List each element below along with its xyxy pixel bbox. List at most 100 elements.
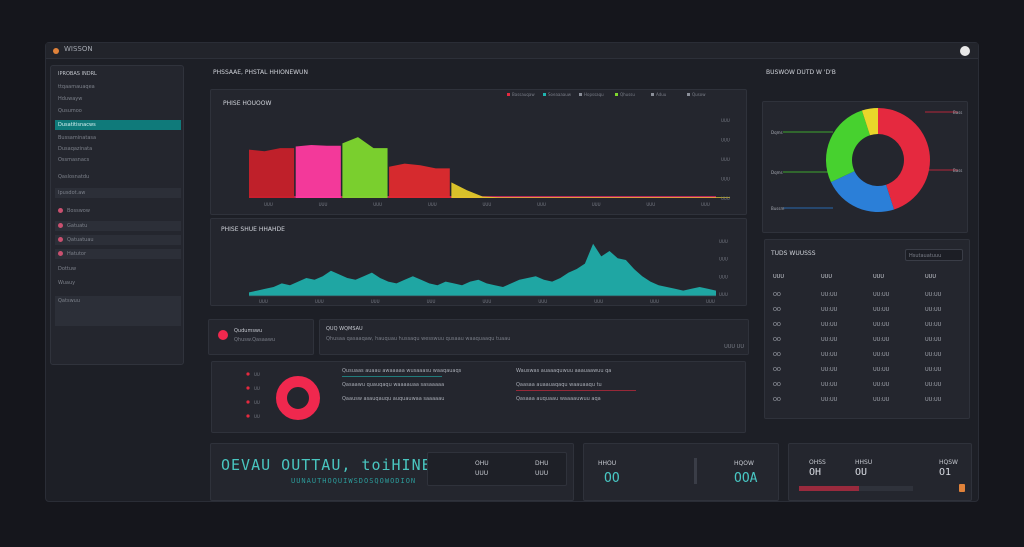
message-right: UUU UU — [724, 344, 744, 350]
table-cell: UU:UU — [821, 292, 838, 298]
table-cell: UU:UU — [925, 322, 942, 328]
table-search-input[interactable] — [905, 249, 963, 261]
legend-row-right: Qasaaa auquaau waaaauwuu aqa — [516, 396, 601, 402]
sidebar-item-label: Gatuatu — [67, 223, 88, 229]
sidebar-item[interactable]: Qusumoo — [58, 108, 82, 114]
x-tick-label: UUU — [428, 202, 437, 207]
footer-mini-label: OHU — [475, 460, 489, 467]
x-tick-label: UUU — [646, 202, 655, 207]
sidebar-item[interactable]: ttqaamauaqea — [58, 84, 95, 90]
table-header[interactable]: UUU — [773, 274, 784, 280]
donut-slice-qhaq — [861, 108, 878, 136]
table-header[interactable]: UUU — [821, 274, 832, 280]
stat-value: OU — [855, 467, 868, 478]
legend-item: Qusow — [687, 92, 706, 97]
top-chart-title: PHISE HOUOOW — [223, 100, 272, 107]
y-tick-label: UUU — [719, 292, 728, 297]
donut-panel-title: BUSWOW DUTD W 'D'B — [766, 69, 836, 76]
sidebar-item[interactable]: Hduwayw — [58, 96, 83, 102]
sidebar-header: IPROBAS INDRL — [58, 71, 97, 77]
top-chart-legend: Bassauqaw Soeaaaauw Hopssaqu Qhussu Aduu Quso… — [507, 92, 747, 100]
table-search-text: Hsutauatuuu — [909, 253, 942, 259]
table-cell: UU:UU — [925, 307, 942, 313]
sidebar-item[interactable]: Ipusdot.aw — [55, 188, 181, 198]
y-tick-label: UUU — [721, 138, 730, 143]
footer-mini-label: UUU — [475, 470, 489, 477]
y-tick-label: UUU — [719, 274, 728, 279]
table-cell: UU:UU — [925, 367, 942, 373]
series-area-qhussu — [389, 163, 450, 198]
sidebar-item[interactable]: Dottuw — [58, 266, 77, 272]
bottom-chart-title: PHISE SHUE HHAHDE — [221, 226, 285, 233]
sidebar-item[interactable]: Qaslosnatdu — [58, 174, 90, 180]
sidebar-item[interactable]: Qatuatuau — [55, 235, 181, 245]
stat-label: HQOW — [734, 460, 754, 467]
y-tick-label: UUU — [721, 196, 730, 201]
sidebar-item-active[interactable]: Dusatitisnacws — [55, 120, 181, 130]
top-chart: UUU UUU UUU UUU UUU UUU UUU UUU UUU UUU UUU UUU UUU U… — [249, 118, 731, 207]
table-cell: UU:UU — [873, 307, 890, 313]
message-title: QUQ WQMSAU — [326, 326, 363, 332]
bottom-chart: UUU UUU UUU UUU UUU UUU UUU UUU UUU UUU UUU UUU UUU — [249, 239, 728, 304]
sidebar-item[interactable]: Ossmasnacs — [58, 157, 90, 163]
table-header[interactable]: UUU — [873, 274, 884, 280]
area-series — [249, 243, 716, 296]
table-cell: UU:UU — [873, 322, 890, 328]
slice-label: Bass — [953, 168, 962, 173]
status-label: Qudumswu — [234, 328, 263, 334]
slice-label: Bass — [953, 110, 962, 115]
sidebar-item[interactable]: Bosswow — [55, 206, 181, 216]
donut-panel: Dqms Dqms Bussm Bass Bass — [762, 101, 968, 233]
table-cell: OO — [773, 382, 781, 388]
sidebar-item[interactable]: Wuauy — [58, 280, 76, 286]
sidebar-item[interactable]: Gatuatu — [55, 221, 181, 231]
progress-fill — [799, 486, 859, 491]
legend-item: Bassauqaw — [507, 92, 535, 97]
page-title: PHSSAAE, PHSTAL HHIONEWUN — [213, 69, 308, 76]
alert-icon[interactable] — [959, 484, 965, 492]
y-tick-label: UUU — [721, 157, 730, 162]
legend-label: UU — [254, 400, 260, 405]
donut-chart: Dqms Dqms Bussm Bass Bass — [771, 108, 962, 212]
table-cell: UU:UU — [873, 382, 890, 388]
series-area-aduu — [451, 182, 731, 198]
stat-label: HQSW — [939, 459, 958, 466]
stat-card-1: HHOU OO HQOW OOA — [583, 443, 779, 501]
x-tick-label: UUU — [264, 202, 273, 207]
sidebar-item[interactable]: Dusaqazinata — [58, 146, 93, 152]
series-area-hopssaqu — [342, 137, 388, 198]
table-cell: OO — [773, 292, 781, 298]
table-cell: UU:UU — [821, 337, 838, 343]
status-card[interactable]: Qudumswu Qhusw.Qasaawu — [208, 319, 314, 355]
x-tick-label: UUU — [427, 299, 436, 304]
table-cell: OO — [773, 307, 781, 313]
legend-label: UU — [254, 386, 260, 391]
legend-marker — [246, 400, 250, 404]
user-icon — [58, 237, 63, 242]
legend-row-left: Qaausw asauqauqu auquauwaa saaaaau — [342, 396, 445, 402]
legend-row-right: Qaasaa auaauaqaqu waauaaqu tu — [516, 382, 602, 388]
sidebar-item-label: Hatutor — [67, 251, 87, 257]
table-header[interactable]: UUU — [925, 274, 936, 280]
message-panel: QUQ WQMSAU Qhusaa qasaaqaw, hauquau huss… — [319, 319, 749, 355]
stat-label: OHSS — [809, 459, 826, 466]
table-cell: UU:UU — [873, 352, 890, 358]
close-icon[interactable] — [960, 46, 970, 56]
stat-label: HHSU — [855, 459, 873, 466]
donut-slice-dqms — [826, 110, 870, 183]
legend-item: Qhussu — [615, 92, 635, 97]
sidebar-item[interactable]: Bussaminatasa — [58, 135, 97, 141]
series-area-bassauqaw — [249, 148, 295, 198]
x-tick-label: UUU — [592, 202, 601, 207]
x-tick-label: UUU — [315, 299, 324, 304]
sidebar-item[interactable]: Qatswuu — [55, 296, 181, 326]
table-cell: OO — [773, 337, 781, 343]
table-cell: OO — [773, 322, 781, 328]
user-icon — [58, 223, 63, 228]
table-cell: UU:UU — [925, 352, 942, 358]
y-tick-label: UUU — [721, 177, 730, 182]
legend-label: UU — [254, 372, 260, 377]
table-cell: UU:UU — [821, 382, 838, 388]
sidebar-item[interactable]: Hatutor — [55, 249, 181, 259]
series-area-soeaaaauw — [295, 144, 341, 198]
